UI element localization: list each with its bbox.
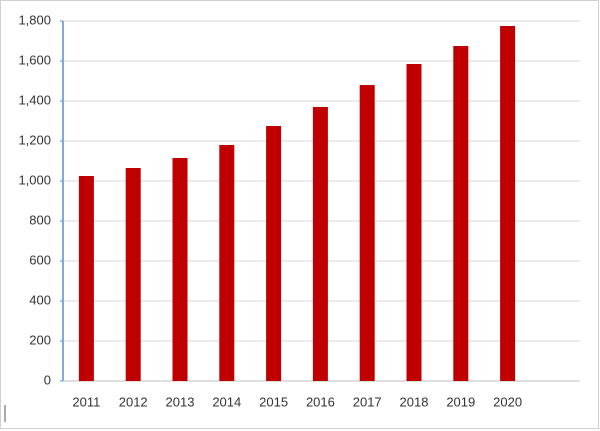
y-tick-label: 600 — [29, 252, 51, 267]
y-tick-label: 1,600 — [18, 52, 51, 67]
bar — [78, 176, 94, 381]
y-tick-label: 1,800 — [18, 12, 51, 27]
bar — [312, 107, 328, 381]
x-tick-label: 2019 — [446, 394, 475, 409]
bar — [125, 168, 141, 381]
y-tick-label: 1,000 — [18, 172, 51, 187]
bar — [172, 158, 188, 381]
bar — [406, 64, 422, 381]
y-tick-label: 0 — [44, 372, 51, 387]
bar — [500, 26, 516, 381]
bar — [219, 145, 235, 381]
x-tick-label: 2017 — [353, 394, 382, 409]
x-tick-label: 2013 — [166, 394, 195, 409]
x-tick-label: 2015 — [259, 394, 288, 409]
bar — [266, 126, 282, 381]
x-tick-label: 2020 — [493, 394, 522, 409]
bar — [453, 46, 469, 381]
x-tick-label: 2011 — [72, 394, 100, 409]
y-tick-label: 1,200 — [18, 132, 51, 147]
y-tick-label: 200 — [29, 332, 51, 347]
y-tick-label: 1,400 — [18, 92, 51, 107]
y-tick-label: 800 — [29, 212, 51, 227]
x-tick-label: 2016 — [306, 394, 335, 409]
y-tick-label: 400 — [29, 292, 51, 307]
x-tick-label: 2014 — [212, 394, 241, 409]
bar — [359, 85, 375, 381]
x-tick-label: 2018 — [400, 394, 429, 409]
x-tick-label: 2012 — [119, 394, 148, 409]
